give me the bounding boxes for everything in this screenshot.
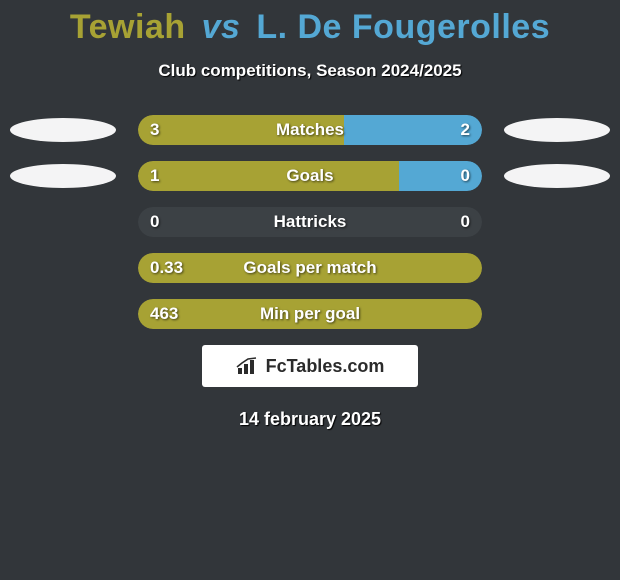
stat-bar: 00Hattricks [138, 207, 482, 237]
stat-rows: 32Matches10Goals00Hattricks0.33Goals per… [0, 115, 620, 329]
club-marker-right [504, 164, 610, 188]
comparison-infographic: Tewiah vs L. De Fougerolles Club competi… [0, 0, 620, 580]
subtitle: Club competitions, Season 2024/2025 [0, 61, 620, 81]
stat-value-left: 0.33 [150, 253, 183, 283]
bar-left-fill [138, 161, 399, 191]
stat-row: 10Goals [0, 161, 620, 191]
bar-left-fill [138, 299, 482, 329]
stat-row: 463Min per goal [0, 299, 620, 329]
club-marker-left [10, 118, 116, 142]
stat-row: 00Hattricks [0, 207, 620, 237]
stat-bar: 0.33Goals per match [138, 253, 482, 283]
stat-row: 0.33Goals per match [0, 253, 620, 283]
club-marker-left [10, 164, 116, 188]
club-marker-right [504, 118, 610, 142]
stat-bar: 32Matches [138, 115, 482, 145]
bar-left-fill [138, 115, 344, 145]
brand-text: FcTables.com [266, 356, 385, 377]
bar-chart-icon [236, 356, 260, 376]
stat-value-left: 3 [150, 115, 159, 145]
stat-value-left: 0 [150, 207, 159, 237]
stat-value-right: 0 [461, 207, 470, 237]
player2-name: L. De Fougerolles [256, 8, 550, 46]
player1-name: Tewiah [70, 8, 186, 46]
bar-left-fill [138, 253, 482, 283]
stat-value-left: 463 [150, 299, 178, 329]
footer-date: 14 february 2025 [0, 409, 620, 430]
stat-row: 32Matches [0, 115, 620, 145]
stat-bar: 463Min per goal [138, 299, 482, 329]
brand-box: FcTables.com [202, 345, 418, 387]
stat-value-left: 1 [150, 161, 159, 191]
stat-value-right: 2 [461, 115, 470, 145]
title: Tewiah vs L. De Fougerolles [0, 0, 620, 47]
stat-value-right: 0 [461, 161, 470, 191]
bar-background [138, 207, 482, 237]
stat-bar: 10Goals [138, 161, 482, 191]
vs-label: vs [202, 8, 241, 46]
